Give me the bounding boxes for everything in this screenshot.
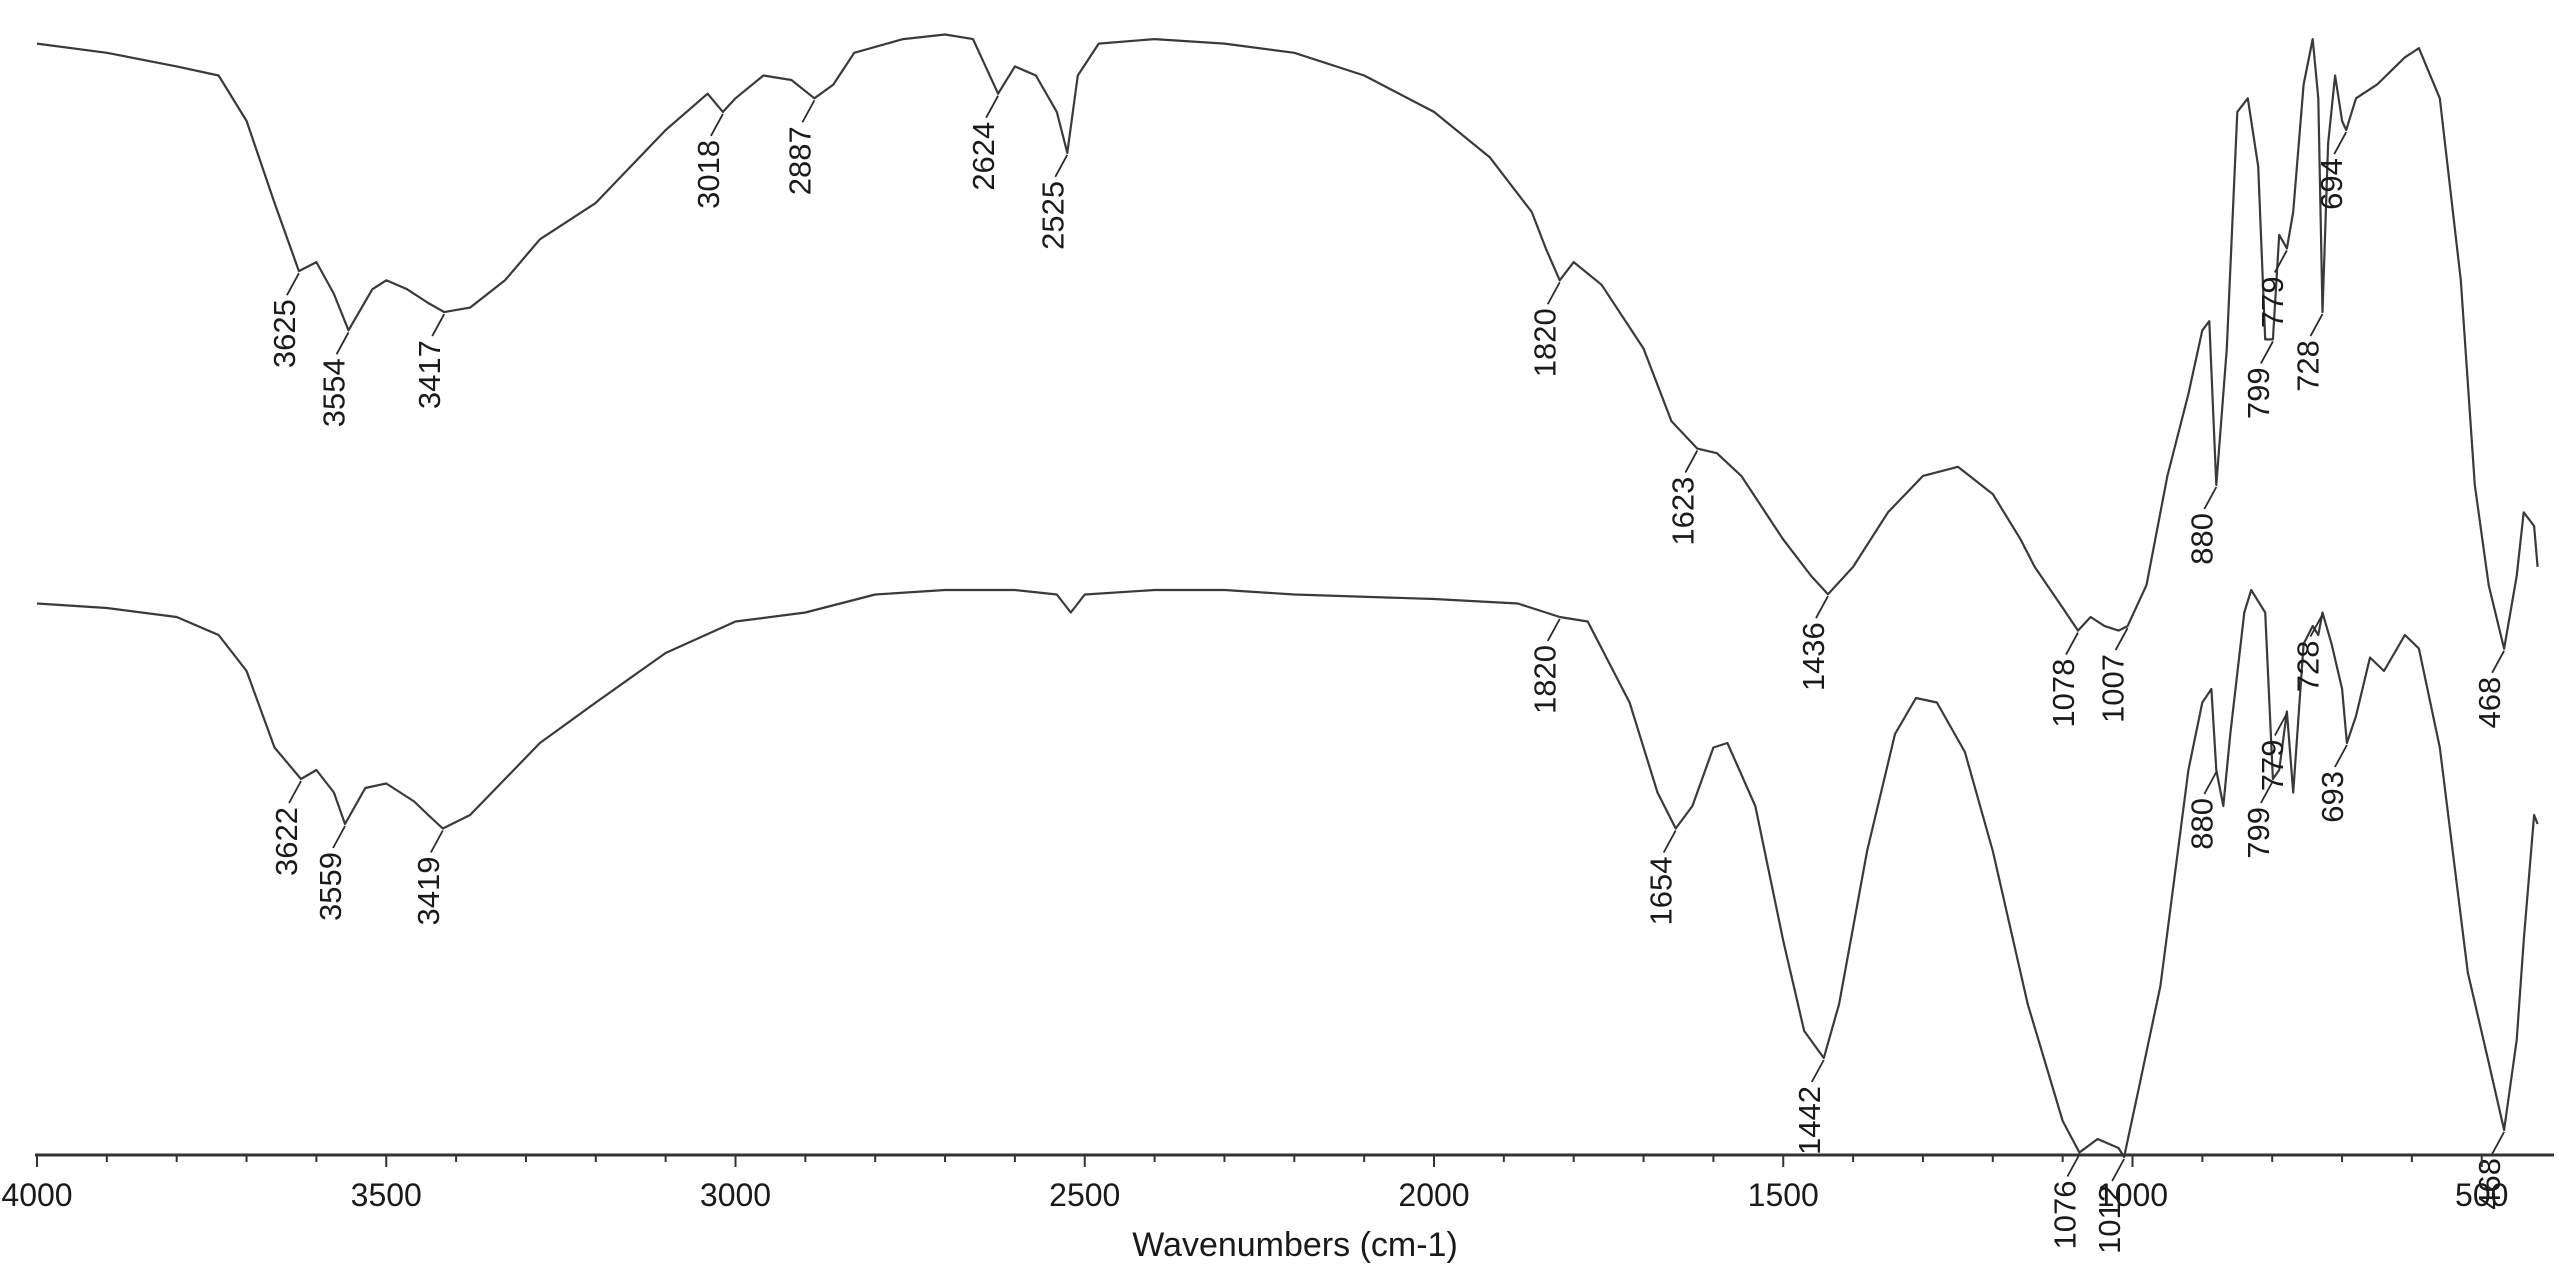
x-tick-label: 1000 [2097, 1177, 2168, 1213]
peak-leader [286, 272, 300, 296]
peak-label: 3554 [317, 358, 352, 427]
peak-leader [288, 780, 302, 804]
peak-label: 1076 [2047, 1181, 2082, 1250]
peak-label: 779 [2255, 276, 2290, 328]
peak-leader [2491, 650, 2505, 674]
peak-leader [2203, 771, 2218, 795]
peak-label: 1820 [1528, 308, 1563, 377]
peak-leader [2274, 713, 2288, 736]
peak-leader [2309, 614, 2324, 637]
peak-leader [2260, 340, 2274, 364]
peak-leader [2309, 313, 2324, 337]
peak-label: 3622 [269, 807, 304, 876]
x-tick-label: 4000 [1, 1177, 72, 1213]
peak-label: 1007 [2096, 654, 2131, 723]
peak-label: 1442 [1792, 1086, 1827, 1155]
peak-label: 694 [2314, 158, 2349, 210]
peak-label: 799 [2241, 367, 2276, 419]
peak-annotations: 3625 3554 3417 3018 2887 2624 2525 1820 1623 1436… [267, 95, 2507, 1254]
peak-leader [2111, 1158, 2125, 1182]
x-tick-label: 3000 [700, 1177, 771, 1213]
spectra-group [36, 33, 2539, 1159]
peak-label: 1436 [1796, 622, 1831, 691]
peak-leader [1662, 830, 1677, 853]
peak-label: 1623 [1665, 477, 1700, 546]
peak-label: 2525 [1035, 181, 1070, 250]
peak-leader [2333, 131, 2348, 155]
peak-leader [2491, 1131, 2505, 1155]
peak-label: 880 [2184, 513, 2219, 565]
peak-label: 880 [2184, 798, 2219, 850]
peak-label: 779 [2255, 740, 2290, 792]
peak-leader [2114, 627, 2129, 651]
peak-leader [801, 99, 816, 123]
peak-leader [2066, 1154, 2081, 1177]
x-tick-label: 500 [2455, 1177, 2508, 1213]
x-tick-label: 2500 [1049, 1177, 1120, 1213]
x-tick-label: 2000 [1398, 1177, 1469, 1213]
peak-leader [2334, 744, 2348, 768]
peak-leader [2203, 486, 2218, 510]
spectrum-line-1 [36, 33, 2539, 650]
peak-leader [1054, 154, 1069, 178]
peak-label: 2624 [966, 122, 1001, 191]
peak-label: 693 [2315, 771, 2350, 823]
peak-label: 3419 [411, 857, 446, 926]
peak-leader [431, 313, 446, 337]
peak-label: 728 [2290, 641, 2325, 693]
x-axis-title: Wavenumbers (cm-1) [1132, 1226, 1458, 1264]
spectrum-line-2 [36, 588, 2539, 1159]
peak-label: 1012 [2092, 1185, 2127, 1254]
peak-label: 3018 [691, 140, 726, 209]
peak-leader [2065, 632, 2079, 656]
peak-leader [2274, 249, 2288, 273]
peak-label: 728 [2290, 340, 2325, 392]
peak-leader [332, 825, 346, 849]
peak-leader [1546, 281, 1561, 305]
peak-leader [1684, 450, 1699, 474]
peak-label: 799 [2241, 807, 2276, 859]
peak-leader [985, 95, 999, 119]
peak-leader [1810, 1059, 1825, 1083]
peak-label: 1078 [2046, 659, 2081, 728]
peak-label: 468 [2472, 1158, 2507, 1210]
peak-label: 3559 [313, 852, 348, 921]
peak-leader [430, 830, 444, 853]
peak-leader [710, 113, 724, 137]
peak-label: 1820 [1528, 645, 1563, 714]
peak-label: 468 [2472, 677, 2507, 729]
peak-label: 2887 [782, 126, 817, 195]
x-axis: 4000 3500 3000 2500 2000 1500 1000 500 [1, 1153, 2554, 1213]
peak-label: 3417 [412, 340, 447, 409]
x-tick-label: 3500 [351, 1177, 422, 1213]
peak-label: 3625 [267, 299, 302, 368]
peak-leader [1815, 595, 1829, 619]
x-tick-label: 1500 [1748, 1177, 1819, 1213]
peak-leader [1546, 618, 1561, 642]
peak-label: 1654 [1644, 857, 1679, 926]
peak-leader [335, 331, 350, 355]
peak-leader [2260, 780, 2274, 804]
